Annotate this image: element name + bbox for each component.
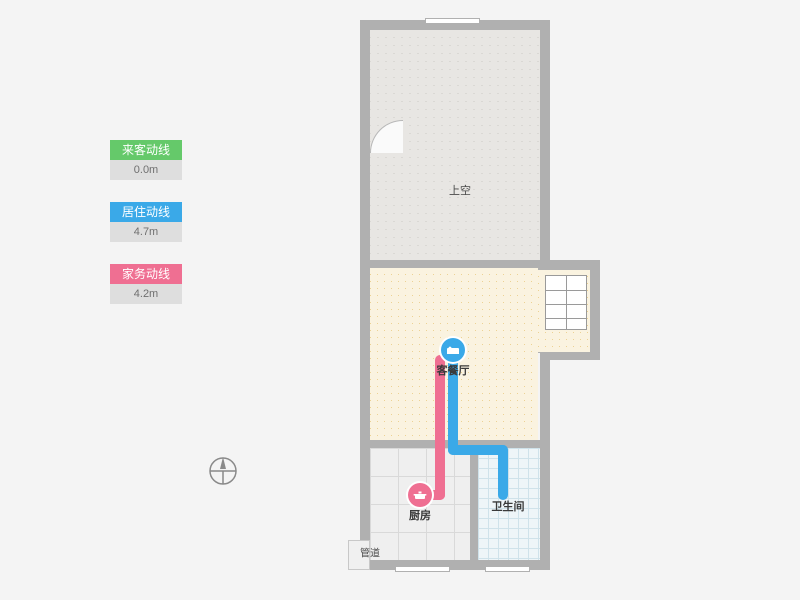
window-mark bbox=[485, 566, 530, 572]
node-label-bath: 卫生间 bbox=[492, 498, 525, 514]
legend-item-living: 居住动线 4.7m bbox=[110, 202, 182, 242]
room-label-void: 上空 bbox=[449, 182, 471, 198]
stairs bbox=[545, 275, 587, 330]
legend-label: 来客动线 bbox=[110, 140, 182, 160]
floor-plan: 上空 管道 bbox=[340, 20, 610, 580]
window-mark bbox=[425, 18, 480, 24]
bed-icon bbox=[441, 338, 465, 362]
legend-value: 4.7m bbox=[110, 222, 182, 242]
window-mark bbox=[395, 566, 450, 572]
legend-item-guest: 来客动线 0.0m bbox=[110, 140, 182, 180]
floor-plan-canvas: 来客动线 0.0m 居住动线 4.7m 家务动线 4.2m bbox=[0, 0, 800, 600]
wall bbox=[590, 260, 600, 360]
wall bbox=[370, 260, 540, 268]
legend-label: 家务动线 bbox=[110, 264, 182, 284]
legend-value: 4.2m bbox=[110, 284, 182, 304]
legend-value: 0.0m bbox=[110, 160, 182, 180]
node-label-kitchen: 厨房 bbox=[409, 507, 431, 523]
flow-living-seg bbox=[498, 445, 508, 500]
wall bbox=[360, 20, 370, 270]
wall bbox=[360, 260, 370, 560]
pot-icon bbox=[408, 483, 432, 507]
wall bbox=[470, 448, 478, 560]
room-label-duct: 管道 bbox=[360, 545, 380, 560]
legend-item-chore: 家务动线 4.2m bbox=[110, 264, 182, 304]
compass-icon bbox=[207, 455, 239, 487]
legend: 来客动线 0.0m 居住动线 4.7m 家务动线 4.2m bbox=[110, 140, 182, 326]
wall bbox=[540, 350, 550, 560]
wall bbox=[540, 20, 550, 270]
legend-label: 居住动线 bbox=[110, 202, 182, 222]
node-label-living: 客餐厅 bbox=[437, 362, 470, 378]
